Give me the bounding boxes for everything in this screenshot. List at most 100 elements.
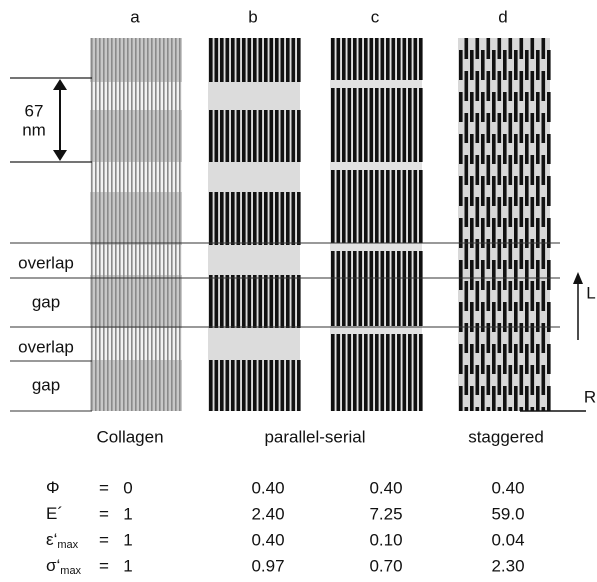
mineral	[286, 38, 290, 82]
mineral	[531, 155, 535, 185]
cell: 0.04	[491, 530, 524, 549]
mineral	[275, 110, 279, 162]
mineral	[215, 192, 219, 245]
mineral	[498, 71, 502, 101]
mineral	[348, 251, 352, 326]
mineral	[381, 88, 385, 162]
mineral	[503, 92, 507, 122]
mineral	[375, 170, 379, 243]
mineral	[487, 155, 491, 185]
cell: 0	[123, 478, 132, 497]
mineral	[525, 386, 529, 411]
mineral	[353, 334, 357, 411]
mineral	[242, 110, 246, 162]
mineral	[536, 134, 540, 164]
mineral	[231, 360, 235, 411]
mineral	[248, 360, 252, 411]
mineral	[525, 50, 529, 80]
cell: 2.30	[491, 556, 524, 575]
mineral	[487, 71, 491, 101]
mineral	[292, 110, 296, 162]
mineral	[492, 260, 496, 290]
mineral	[297, 275, 301, 328]
mineral	[375, 88, 379, 162]
mineral	[403, 88, 407, 162]
mineral	[370, 251, 374, 326]
mineral	[509, 407, 513, 411]
mineral	[514, 386, 518, 411]
mineral	[253, 110, 257, 162]
mineral	[542, 197, 546, 227]
mineral	[476, 113, 480, 143]
mineral	[226, 192, 230, 245]
mineral	[525, 134, 529, 164]
mineral	[414, 170, 418, 243]
mineral	[242, 275, 246, 328]
symbol-sub: max	[57, 539, 78, 551]
mineral	[536, 92, 540, 122]
mineral	[237, 275, 241, 328]
mineral	[375, 251, 379, 326]
mineral	[353, 170, 357, 243]
mineral	[215, 110, 219, 162]
mineral	[242, 192, 246, 245]
region-label: gap	[32, 375, 60, 394]
mineral	[542, 281, 546, 311]
mineral	[498, 113, 502, 143]
fibril	[131, 38, 133, 411]
mineral	[297, 360, 301, 411]
mineral	[386, 88, 390, 162]
mineral	[476, 281, 480, 311]
mineral	[536, 260, 540, 290]
mineral	[397, 334, 401, 411]
mineral	[281, 110, 285, 162]
mineral	[331, 88, 335, 162]
mineral	[465, 365, 469, 395]
mineral	[542, 365, 546, 395]
fibril	[107, 38, 109, 411]
mineral	[525, 92, 529, 122]
fibril	[147, 38, 149, 411]
mineral	[465, 407, 469, 411]
mineral	[509, 281, 513, 311]
mineral	[231, 275, 235, 328]
mineral	[297, 38, 301, 82]
fibril	[95, 38, 97, 411]
mineral	[520, 197, 524, 227]
mineral	[481, 176, 485, 206]
mineral	[359, 88, 363, 162]
mineral	[397, 170, 401, 243]
mineral	[509, 113, 513, 143]
mineral	[514, 344, 518, 374]
mineral	[259, 38, 263, 82]
mineral	[215, 38, 219, 82]
mineral	[220, 192, 224, 245]
mineral	[359, 38, 363, 80]
mineral	[226, 38, 230, 82]
mineral	[514, 134, 518, 164]
arrow-head	[573, 272, 583, 284]
mineral	[337, 170, 341, 243]
fibril	[179, 38, 181, 411]
model-label: parallel-serial	[264, 427, 365, 446]
fibril	[115, 38, 117, 411]
mineral	[259, 275, 263, 328]
mineral	[459, 386, 463, 411]
mineral	[536, 50, 540, 80]
mineral	[520, 281, 524, 311]
mineral	[481, 344, 485, 374]
mineral	[408, 88, 412, 162]
mineral	[392, 334, 396, 411]
mineral	[509, 71, 513, 101]
equals: =	[99, 530, 109, 549]
fibril	[123, 38, 125, 411]
mineral	[487, 197, 491, 227]
fibril	[135, 38, 137, 411]
mineral	[547, 260, 551, 290]
mineral	[381, 170, 385, 243]
mineral	[248, 192, 252, 245]
mineral	[370, 170, 374, 243]
mineral	[509, 155, 513, 185]
mineral	[531, 113, 535, 143]
fibril	[119, 38, 121, 411]
